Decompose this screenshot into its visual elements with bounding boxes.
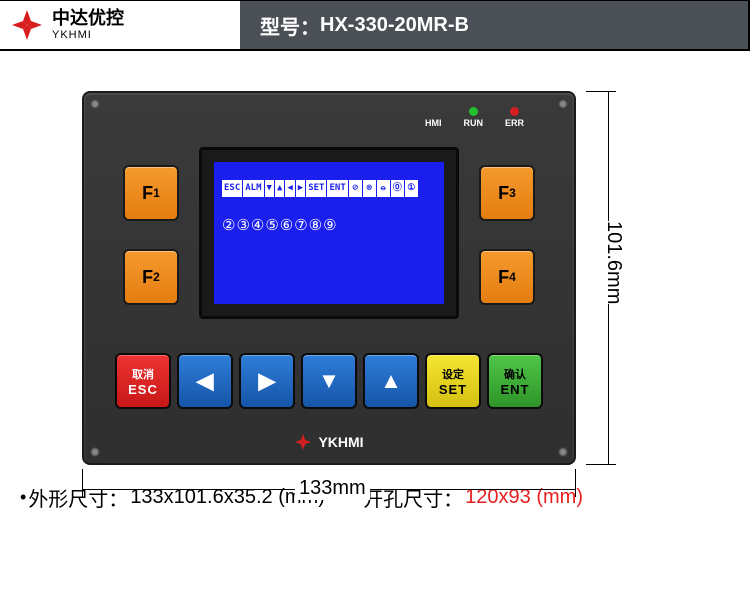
bullet-icon: • bbox=[20, 487, 26, 508]
btn-label-cn: 取消 bbox=[132, 366, 154, 382]
led-icon bbox=[429, 107, 438, 116]
btn-label-cn: 设定 bbox=[442, 366, 464, 382]
lcd-symbol: ⓪ bbox=[391, 180, 404, 197]
function-button[interactable]: F1 bbox=[123, 165, 179, 221]
led-label: RUN bbox=[463, 118, 483, 128]
function-button[interactable]: F2 bbox=[123, 249, 179, 305]
led-icon bbox=[469, 107, 478, 116]
led-indicator: HMI bbox=[425, 107, 442, 128]
device-brand-footer: YKHMI bbox=[84, 433, 574, 451]
middle-row: F1 F2 ESCALM▼▲◀▶SETENT⊘⊗⦵⓪① ②③④⑤⑥⑦⑧⑨ F3 F4 bbox=[84, 147, 574, 319]
f-buttons-right: F3 F4 bbox=[479, 147, 535, 305]
arrow-button[interactable]: ◀ bbox=[177, 353, 233, 409]
brand-name-cn: 中达优控 bbox=[52, 9, 124, 29]
dim-tick bbox=[575, 469, 576, 497]
dim-height-label: 101.6mm bbox=[598, 221, 629, 304]
ent-button[interactable]: 确认 ENT bbox=[487, 353, 543, 409]
lcd-row-2: ②③④⑤⑥⑦⑧⑨ bbox=[222, 211, 436, 240]
arrow-icon: ◀ bbox=[197, 368, 214, 394]
arrow-button[interactable]: ▼ bbox=[301, 353, 357, 409]
lcd-symbol: ⊗ bbox=[363, 180, 376, 197]
lcd-content: ESCALM▼▲◀▶SETENT⊘⊗⦵⓪① ②③④⑤⑥⑦⑧⑨ bbox=[214, 162, 444, 304]
led-label: ERR bbox=[505, 118, 524, 128]
lcd-tag: ▲ bbox=[275, 180, 284, 197]
f-buttons-left: F1 F2 bbox=[123, 147, 179, 305]
brand-text: 中达优控 YKHMI bbox=[52, 9, 124, 41]
lcd-symbol: ① bbox=[405, 180, 418, 197]
esc-button[interactable]: 取消 ESC bbox=[115, 353, 171, 409]
led-indicator: RUN bbox=[463, 107, 483, 128]
dim-tick bbox=[586, 464, 616, 465]
spec-cutout-label: 开孔尺寸： bbox=[363, 483, 463, 512]
brand-logo-icon bbox=[294, 433, 312, 451]
lcd-row-1: ESCALM▼▲◀▶SETENT⊘⊗⦵⓪① bbox=[222, 180, 436, 197]
led-icon bbox=[510, 107, 519, 116]
screw-icon bbox=[90, 99, 100, 109]
bottom-button-row: 取消 ESC◀▶▼▲设定 SET确认 ENT bbox=[84, 353, 574, 409]
device-brand-text: YKHMI bbox=[318, 434, 363, 450]
lcd-symbol: ⦵ bbox=[377, 180, 390, 197]
lcd-tag: SET bbox=[306, 180, 326, 197]
arrow-icon: ▲ bbox=[380, 368, 402, 394]
model-value: HX-330-20MR-B bbox=[320, 14, 469, 37]
arrow-button[interactable]: ▲ bbox=[363, 353, 419, 409]
btn-label-en: ENT bbox=[501, 382, 530, 397]
lcd-screen: ESCALM▼▲◀▶SETENT⊘⊗⦵⓪① ②③④⑤⑥⑦⑧⑨ bbox=[199, 147, 459, 319]
model-section: 型号： HX-330-20MR-B bbox=[240, 1, 750, 49]
function-button[interactable]: F4 bbox=[479, 249, 535, 305]
set-button[interactable]: 设定 SET bbox=[425, 353, 481, 409]
spec-cutout: • 开孔尺寸： 120x93 (mm) bbox=[355, 483, 583, 512]
spec-outline-label: 外形尺寸： bbox=[28, 483, 128, 512]
arrow-button[interactable]: ▶ bbox=[239, 353, 295, 409]
dim-tick bbox=[82, 469, 83, 497]
arrow-icon: ▶ bbox=[259, 368, 276, 394]
led-indicator: ERR bbox=[505, 107, 524, 128]
btn-label-en: ESC bbox=[128, 382, 158, 397]
function-button[interactable]: F3 bbox=[479, 165, 535, 221]
arrow-icon: ▼ bbox=[318, 368, 340, 394]
btn-label-en: SET bbox=[439, 382, 467, 397]
lcd-tag: ENT bbox=[327, 180, 347, 197]
device-area: HMI RUN ERR F1F2 ESCALM▼▲◀▶SETENT⊘⊗⦵⓪① ②… bbox=[0, 51, 750, 465]
led-indicator-row: HMI RUN ERR bbox=[425, 107, 524, 128]
hmi-device: HMI RUN ERR F1F2 ESCALM▼▲◀▶SETENT⊘⊗⦵⓪① ②… bbox=[82, 91, 576, 465]
lcd-tag: ALM bbox=[243, 180, 263, 197]
lcd-symbol: ⊘ bbox=[349, 180, 362, 197]
dim-tick bbox=[586, 91, 616, 92]
brand-name-en: YKHMI bbox=[52, 29, 124, 41]
lcd-tag: ▼ bbox=[265, 180, 274, 197]
spec-outline: • 外形尺寸： 133x101.6x35.2 (mm) bbox=[20, 483, 325, 512]
dim-width-label: 133mm bbox=[295, 477, 370, 500]
screw-icon bbox=[558, 99, 568, 109]
lcd-tag: ▶ bbox=[296, 180, 305, 197]
btn-label-cn: 确认 bbox=[504, 366, 526, 382]
header-bar: 中达优控 YKHMI 型号： HX-330-20MR-B bbox=[0, 0, 750, 51]
lcd-tag: ◀ bbox=[285, 180, 294, 197]
lcd-tag: ESC bbox=[222, 180, 242, 197]
brand-logo-icon bbox=[10, 8, 44, 42]
led-label: HMI bbox=[425, 118, 442, 128]
model-label: 型号： bbox=[260, 11, 320, 40]
logo-section: 中达优控 YKHMI bbox=[0, 8, 240, 42]
